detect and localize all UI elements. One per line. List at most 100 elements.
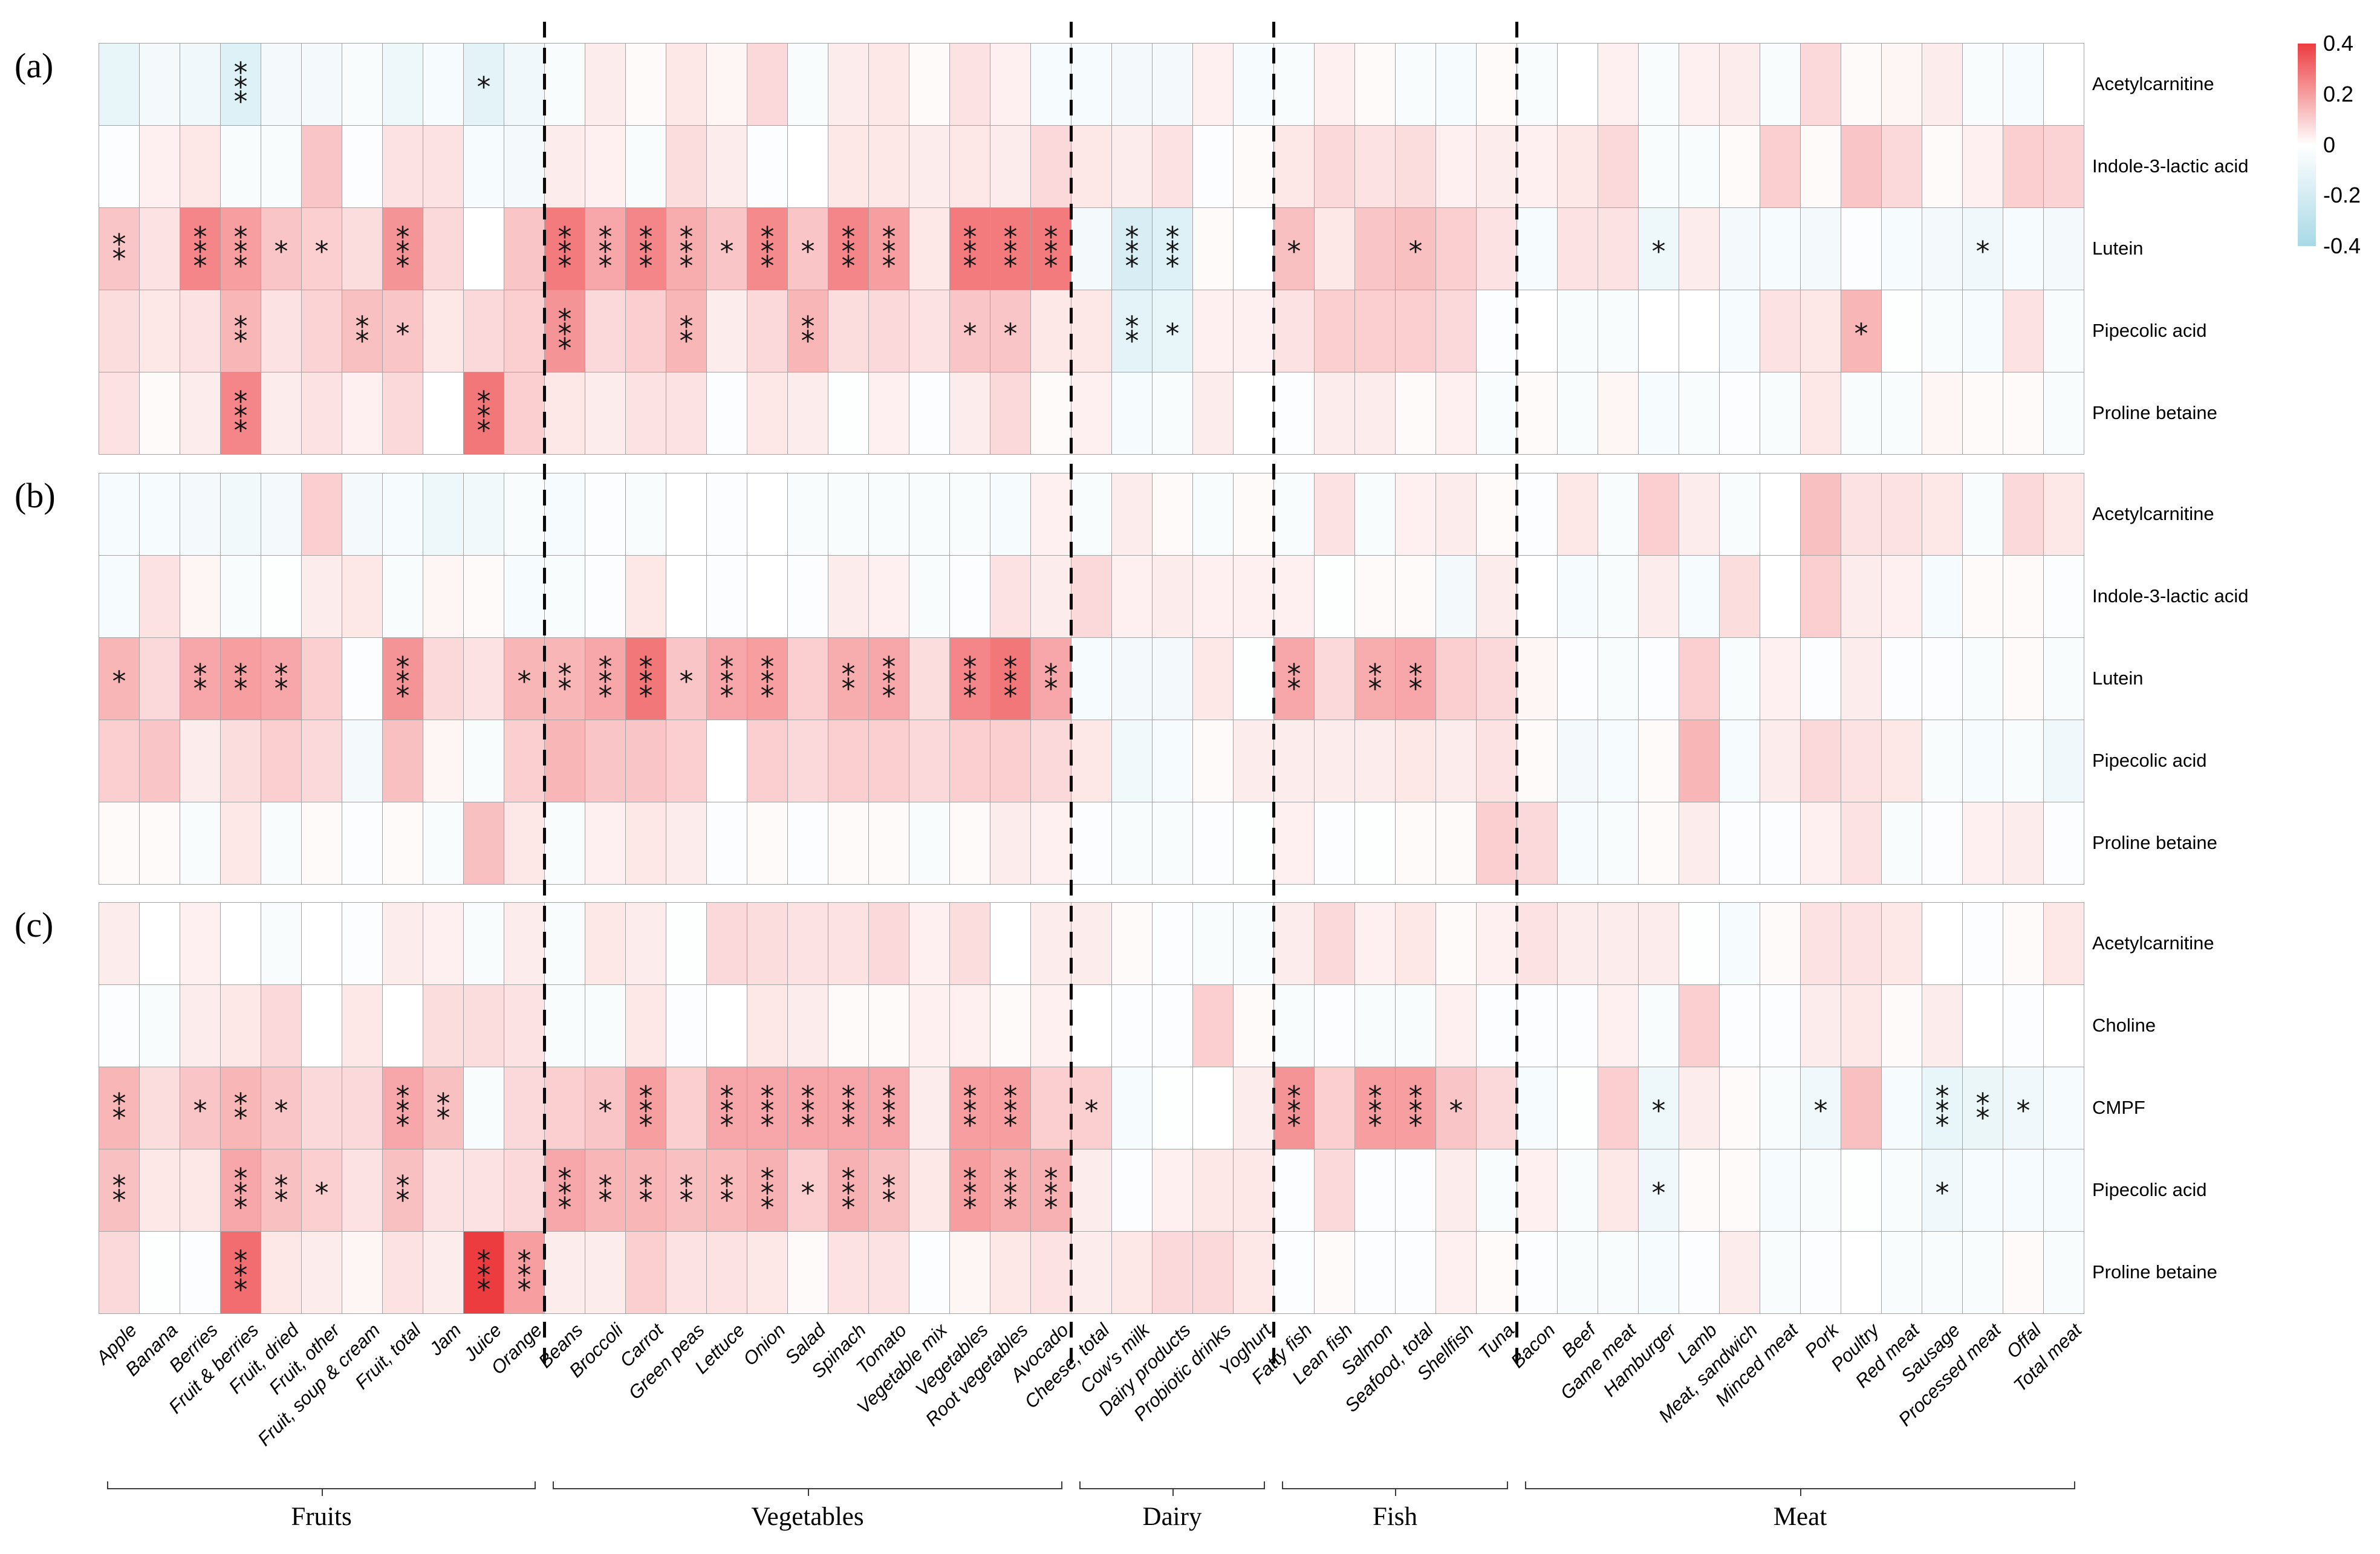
heatmap-cell — [2003, 125, 2044, 208]
heatmap-cell — [787, 125, 828, 208]
heatmap-cell — [1841, 637, 1882, 720]
heatmap-cell — [2043, 1067, 2084, 1149]
heatmap-cell — [423, 802, 464, 885]
heatmap-cell — [1314, 207, 1355, 290]
heatmap-cell — [1517, 637, 1558, 720]
heatmap-cell — [909, 637, 950, 720]
star-glyph: * — [233, 85, 248, 118]
star-glyph: * — [274, 235, 288, 268]
heatmap-cell — [1314, 555, 1355, 638]
star-glyph: * — [760, 1094, 775, 1127]
star-glyph: * — [1003, 679, 1018, 712]
star-glyph: * — [963, 665, 977, 698]
significance-stars: * — [720, 238, 734, 265]
heatmap-cell — [1273, 1149, 1315, 1232]
heatmap-cell — [1152, 555, 1193, 638]
heatmap-cell — [1760, 720, 1801, 802]
heatmap-cell — [2003, 637, 2044, 720]
heatmap-cell — [1962, 637, 2003, 720]
heatmap-cell — [1800, 372, 1841, 455]
heatmap-cell: * * — [423, 1067, 464, 1149]
heatmap-cell — [666, 473, 707, 556]
heatmap-cell: * * * — [544, 290, 585, 372]
heatmap-cell — [787, 984, 828, 1067]
star-glyph: * — [395, 650, 410, 683]
heatmap-cell — [220, 555, 261, 638]
heatmap-cell — [1962, 1149, 2003, 1232]
significance-stars: * * — [356, 313, 369, 355]
significance-stars: * — [1004, 320, 1018, 348]
star-glyph: * — [1975, 1087, 1990, 1120]
star-glyph: * — [1287, 1108, 1301, 1142]
heatmap-cell — [1881, 1067, 1922, 1149]
heatmap-cell — [1922, 984, 1963, 1067]
heatmap-cell: * — [504, 637, 545, 720]
heatmap-cell: * — [585, 1067, 626, 1149]
heatmap-cell — [1111, 473, 1153, 556]
heatmap-cell — [1030, 984, 1071, 1067]
heatmap-cell — [1111, 125, 1153, 208]
heatmap-cell: * * — [706, 1149, 747, 1232]
heatmap-cell — [1557, 207, 1598, 290]
star-glyph: * — [841, 249, 856, 282]
heatmap-cell — [1233, 1231, 1274, 1314]
heatmap-cell — [1030, 802, 1071, 885]
star-glyph: * — [112, 1087, 126, 1120]
heatmap-cell — [1922, 43, 1963, 126]
heatmap-cell — [2003, 720, 2044, 802]
significance-stars: * * — [639, 1172, 653, 1214]
star-glyph: * — [436, 1087, 450, 1120]
heatmap-cell — [1719, 207, 1760, 290]
heatmap-cell — [1557, 125, 1598, 208]
heatmap-cell: * * — [261, 1149, 302, 1232]
significance-stars: * * * — [963, 653, 977, 710]
heatmap-cell: * — [1800, 1067, 1841, 1149]
star-glyph: * — [112, 665, 126, 698]
star-glyph: * — [233, 235, 248, 268]
star-glyph: * — [882, 1108, 896, 1142]
heatmap-cell — [1760, 207, 1801, 290]
heatmap-cell — [1598, 637, 1639, 720]
heatmap-cell: * — [2003, 1067, 2044, 1149]
heatmap-cell — [1800, 802, 1841, 885]
heatmap-cell — [585, 555, 626, 638]
heatmap-cell — [342, 43, 383, 126]
star-glyph: * — [517, 1244, 532, 1277]
heatmap-cell: * * * — [1030, 1149, 1071, 1232]
heatmap-cell: * — [301, 207, 342, 290]
star-glyph: * — [233, 1162, 248, 1195]
heatmap-cell — [1476, 1149, 1517, 1232]
heatmap-cell — [180, 290, 221, 372]
heatmap-cell: * * * — [504, 1231, 545, 1314]
heatmap-cell — [949, 902, 990, 985]
heatmap-cell — [180, 372, 221, 455]
heatmap-cell — [1071, 290, 1112, 372]
heatmap-cell — [2003, 207, 2044, 290]
significance-stars: * — [112, 665, 126, 698]
heatmap-cell — [1557, 290, 1598, 372]
heatmap-cell — [666, 1231, 707, 1314]
heatmap-cell — [1557, 720, 1598, 802]
heatmap-cell — [909, 555, 950, 638]
column-label: Jam — [425, 1319, 466, 1360]
bracket-center-tick — [1395, 1488, 1396, 1496]
significance-stars: * * — [1125, 313, 1139, 355]
heatmap-cell — [787, 372, 828, 455]
significance-stars: * * * — [396, 1082, 410, 1139]
heatmap-cell — [1598, 902, 1639, 985]
heatmap-cell — [463, 125, 504, 208]
star-glyph: * — [1368, 657, 1382, 691]
heatmap-cell — [909, 1067, 950, 1149]
significance-stars: * * * — [801, 1082, 815, 1139]
star-glyph: * — [1813, 1094, 1828, 1127]
significance-stars: * * * — [963, 1165, 977, 1221]
heatmap-cell — [1557, 473, 1598, 556]
heatmap-cell — [382, 555, 423, 638]
colorbar-tick-label: 0 — [2323, 132, 2336, 157]
heatmap-cell — [1111, 720, 1153, 802]
significance-stars: * — [1652, 1097, 1666, 1125]
star-glyph: * — [274, 672, 288, 705]
heatmap-cell — [1435, 637, 1477, 720]
heatmap-cell — [1152, 1231, 1193, 1314]
heatmap-cell — [1476, 902, 1517, 985]
